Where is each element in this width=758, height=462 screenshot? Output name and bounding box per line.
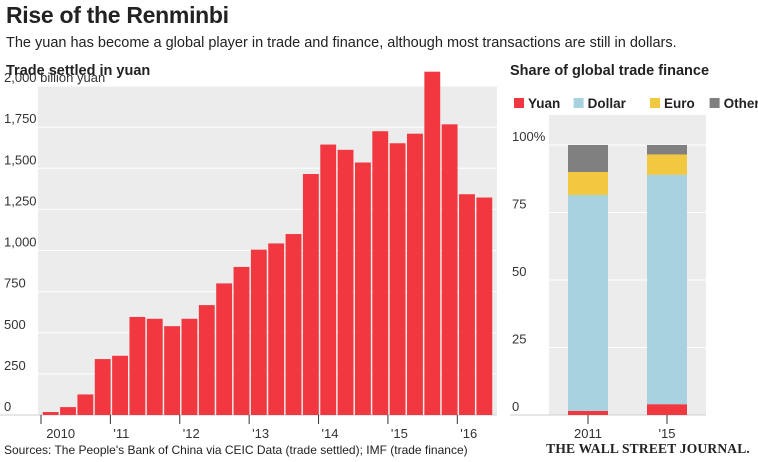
trade-y-tick-label: 0 <box>4 399 11 414</box>
legend-label-dollar: Dollar <box>588 96 627 111</box>
trade-bar <box>476 197 493 415</box>
finance-bar-dollar <box>568 194 608 411</box>
trade-x-tick-label: '15 <box>391 426 408 441</box>
finance-y-tick-label: 75 <box>512 197 526 212</box>
trade-bar <box>216 283 233 415</box>
finance-x-tick-label: 2011 <box>574 426 602 441</box>
trade-y-tick-label: 1,500 <box>4 152 37 167</box>
trade-y-tick-label: 500 <box>4 317 26 332</box>
finance-x-tick-label: '15 <box>659 426 676 441</box>
finance-bar-yuan <box>647 404 687 415</box>
finance-y-tick-label: 0 <box>512 399 519 414</box>
trade-bar <box>285 234 302 415</box>
trade-bar <box>233 266 250 415</box>
finance-bar-euro <box>647 154 687 175</box>
legend-swatch-dollar <box>573 98 584 108</box>
trade-y-tick-label: 2,000 billion yuan <box>4 70 105 85</box>
trade-bar <box>354 162 371 415</box>
legend-swatch-yuan <box>514 98 524 108</box>
trade-bar <box>424 71 441 415</box>
trade-bar <box>112 355 128 415</box>
source-note: Sources: The People's Bank of China via … <box>4 443 468 457</box>
trade-x-tick-label: '13 <box>252 426 269 441</box>
trade-x-tick-label: '16 <box>460 426 477 441</box>
chart-subtitle: The yuan has become a global player in t… <box>6 35 677 51</box>
trade-bar <box>268 243 285 415</box>
trade-bar <box>94 359 111 415</box>
trade-bar <box>372 131 389 416</box>
trade-x-tick-label: 2010 <box>46 426 75 441</box>
trade-bar <box>389 143 406 415</box>
finance-bar-euro <box>568 172 608 195</box>
legend-label-euro: Euro <box>664 96 695 111</box>
trade-bar <box>181 318 198 415</box>
trade-bar <box>77 394 94 415</box>
trade-bar <box>60 407 76 415</box>
trade-y-tick-label: 1,250 <box>4 193 37 208</box>
finance-bar-dollar <box>647 174 687 405</box>
trade-bar <box>441 124 458 416</box>
finance-y-tick-label: 25 <box>512 332 526 347</box>
finance-bar-yuan <box>568 410 608 415</box>
finance-y-tick-label: 50 <box>512 264 526 279</box>
trade-bar <box>459 194 475 415</box>
trade-settled-panel-title: Trade settled in yuan <box>6 63 151 79</box>
finance-bar-others <box>568 145 608 172</box>
trade-x-tick-label: '12 <box>183 426 200 441</box>
trade-x-tick-label: '14 <box>322 426 339 441</box>
trade-bar <box>250 249 267 415</box>
finance-bar-others <box>647 145 687 155</box>
trade-y-tick-label: 1,750 <box>4 111 37 126</box>
trade-bar <box>407 133 423 415</box>
legend-label-yuan: Yuan <box>528 96 560 111</box>
trade-bar <box>337 149 354 416</box>
legend-swatch-euro <box>650 98 660 108</box>
trade-bar <box>146 318 163 415</box>
chart-title: Rise of the Renminbi <box>6 2 229 28</box>
trade-finance-panel-title: Share of global trade finance <box>510 63 710 79</box>
trade-bar <box>302 174 319 415</box>
trade-bar <box>198 305 215 415</box>
trade-y-tick-label: 250 <box>4 358 26 373</box>
trade-y-tick-label: 1,000 <box>4 235 37 250</box>
trade-bar <box>320 144 337 415</box>
trade-bar <box>129 316 146 415</box>
legend-label-others: Others <box>724 96 758 111</box>
trade-bar <box>164 326 181 415</box>
publisher-logo: THE WALL STREET JOURNAL. <box>546 441 750 456</box>
trade-bar <box>42 412 59 415</box>
finance-y-tick-label: 100% <box>512 129 546 144</box>
legend-swatch-others <box>709 98 720 108</box>
trade-y-tick-label: 750 <box>4 276 26 291</box>
trade-x-tick-label: '11 <box>113 426 129 441</box>
